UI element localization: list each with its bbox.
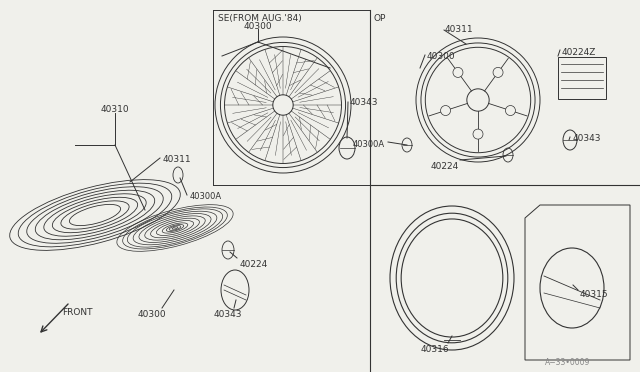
Ellipse shape xyxy=(453,67,463,77)
Text: 40316: 40316 xyxy=(420,345,449,354)
Ellipse shape xyxy=(440,106,451,116)
Text: 40343: 40343 xyxy=(350,98,378,107)
Text: 40310: 40310 xyxy=(100,105,129,114)
Ellipse shape xyxy=(540,248,604,328)
Text: 40343: 40343 xyxy=(214,310,243,319)
Text: 40300: 40300 xyxy=(138,310,166,319)
Text: 40343: 40343 xyxy=(573,134,602,143)
Ellipse shape xyxy=(473,129,483,139)
Ellipse shape xyxy=(339,137,355,159)
Text: FRONT: FRONT xyxy=(62,308,93,317)
Text: 40300A: 40300A xyxy=(190,192,222,201)
Ellipse shape xyxy=(506,106,515,116)
Text: OP: OP xyxy=(374,14,387,23)
Text: 40300: 40300 xyxy=(427,52,456,61)
Text: A−33•0009: A−33•0009 xyxy=(545,358,590,367)
Text: 40311: 40311 xyxy=(445,25,474,34)
Polygon shape xyxy=(525,205,630,360)
Text: 40224Z: 40224Z xyxy=(562,48,596,57)
Text: 40224: 40224 xyxy=(240,260,268,269)
Ellipse shape xyxy=(493,67,503,77)
Ellipse shape xyxy=(221,270,249,310)
Text: 40311: 40311 xyxy=(163,155,191,164)
Ellipse shape xyxy=(563,130,577,150)
Bar xyxy=(558,57,606,99)
Text: 40224: 40224 xyxy=(431,162,459,171)
Text: 40300: 40300 xyxy=(244,22,272,31)
Text: 40315: 40315 xyxy=(580,290,609,299)
Text: 40300A: 40300A xyxy=(353,140,385,149)
Text: SE(FROM AUG.'84): SE(FROM AUG.'84) xyxy=(218,14,301,23)
